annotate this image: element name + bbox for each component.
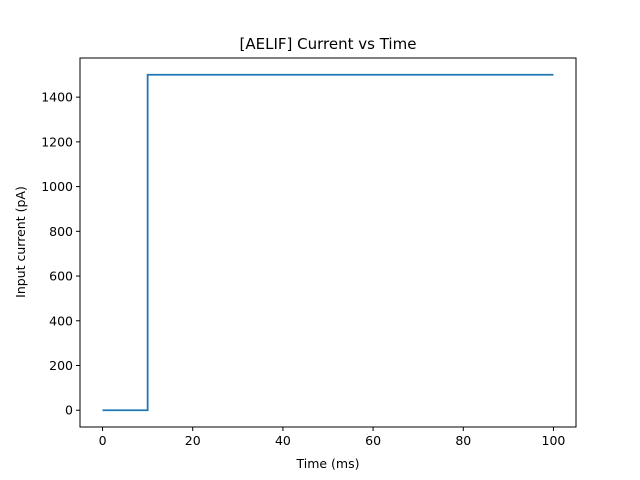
y-tick-label: 1200 <box>41 134 73 149</box>
axes-frame <box>79 57 577 428</box>
y-tick-label: 200 <box>49 358 73 373</box>
y-tick-label: 0 <box>65 403 73 418</box>
x-tick-label: 80 <box>455 433 471 448</box>
x-tick-label: 100 <box>542 433 566 448</box>
x-tick-label: 60 <box>365 433 381 448</box>
y-tick-label: 800 <box>49 224 73 239</box>
y-tick-label: 400 <box>49 313 73 328</box>
x-axis-label: Time (ms) <box>295 456 359 471</box>
x-tick-label: 20 <box>185 433 201 448</box>
x-tick-label: 40 <box>275 433 291 448</box>
y-axis: 0 200 400 600 800 1000 1200 1400 <box>41 90 80 418</box>
y-tick-label: 600 <box>49 269 73 284</box>
series-line <box>102 73 554 412</box>
x-axis: 0 20 40 60 80 100 <box>99 427 566 448</box>
x-tick-label: 0 <box>99 433 107 448</box>
y-tick-label: 1000 <box>41 179 73 194</box>
y-tick-label: 1400 <box>41 90 73 105</box>
y-axis-label: Input current (pA) <box>13 186 28 298</box>
chart-title: [AELIF] Current vs Time <box>240 35 417 53</box>
series-layer <box>102 73 554 412</box>
